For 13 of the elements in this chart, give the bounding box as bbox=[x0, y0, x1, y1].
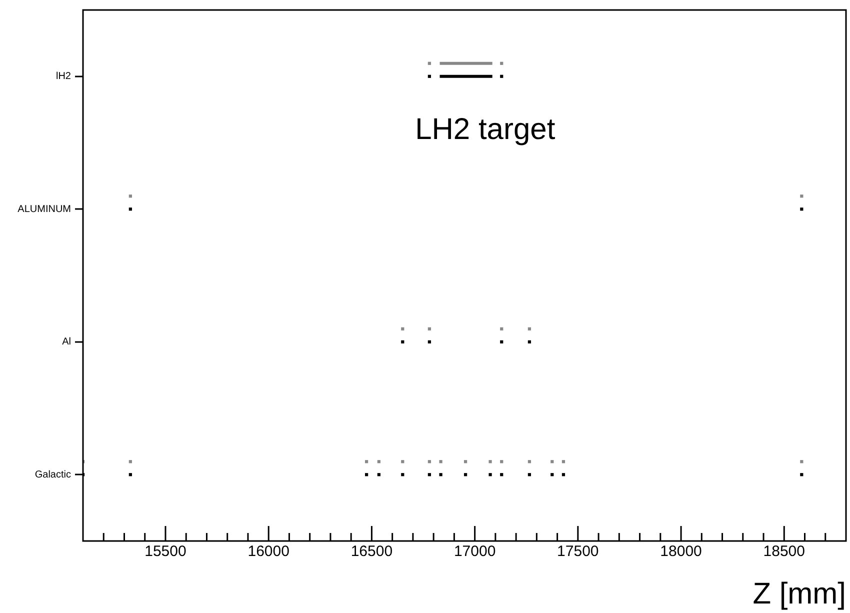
annotation: LH2 target bbox=[415, 113, 556, 146]
y-tick-label: Al bbox=[62, 336, 71, 348]
y-tick-label: Galactic bbox=[34, 469, 71, 480]
x-tick-label: 16000 bbox=[248, 543, 290, 560]
x-tick-label: 18500 bbox=[763, 543, 805, 560]
y-tick-label: lH2 bbox=[56, 71, 72, 82]
x-tick-label: 16500 bbox=[350, 543, 393, 560]
x-tick-label: 17500 bbox=[557, 543, 599, 560]
x-tick-label: 17000 bbox=[454, 543, 496, 560]
x-tick-label: 18000 bbox=[660, 543, 702, 560]
x-axis-title: Z [mm] bbox=[752, 577, 846, 610]
x-tick-label: 15500 bbox=[144, 543, 186, 560]
y-tick-label: ALUMINUM bbox=[18, 204, 71, 215]
